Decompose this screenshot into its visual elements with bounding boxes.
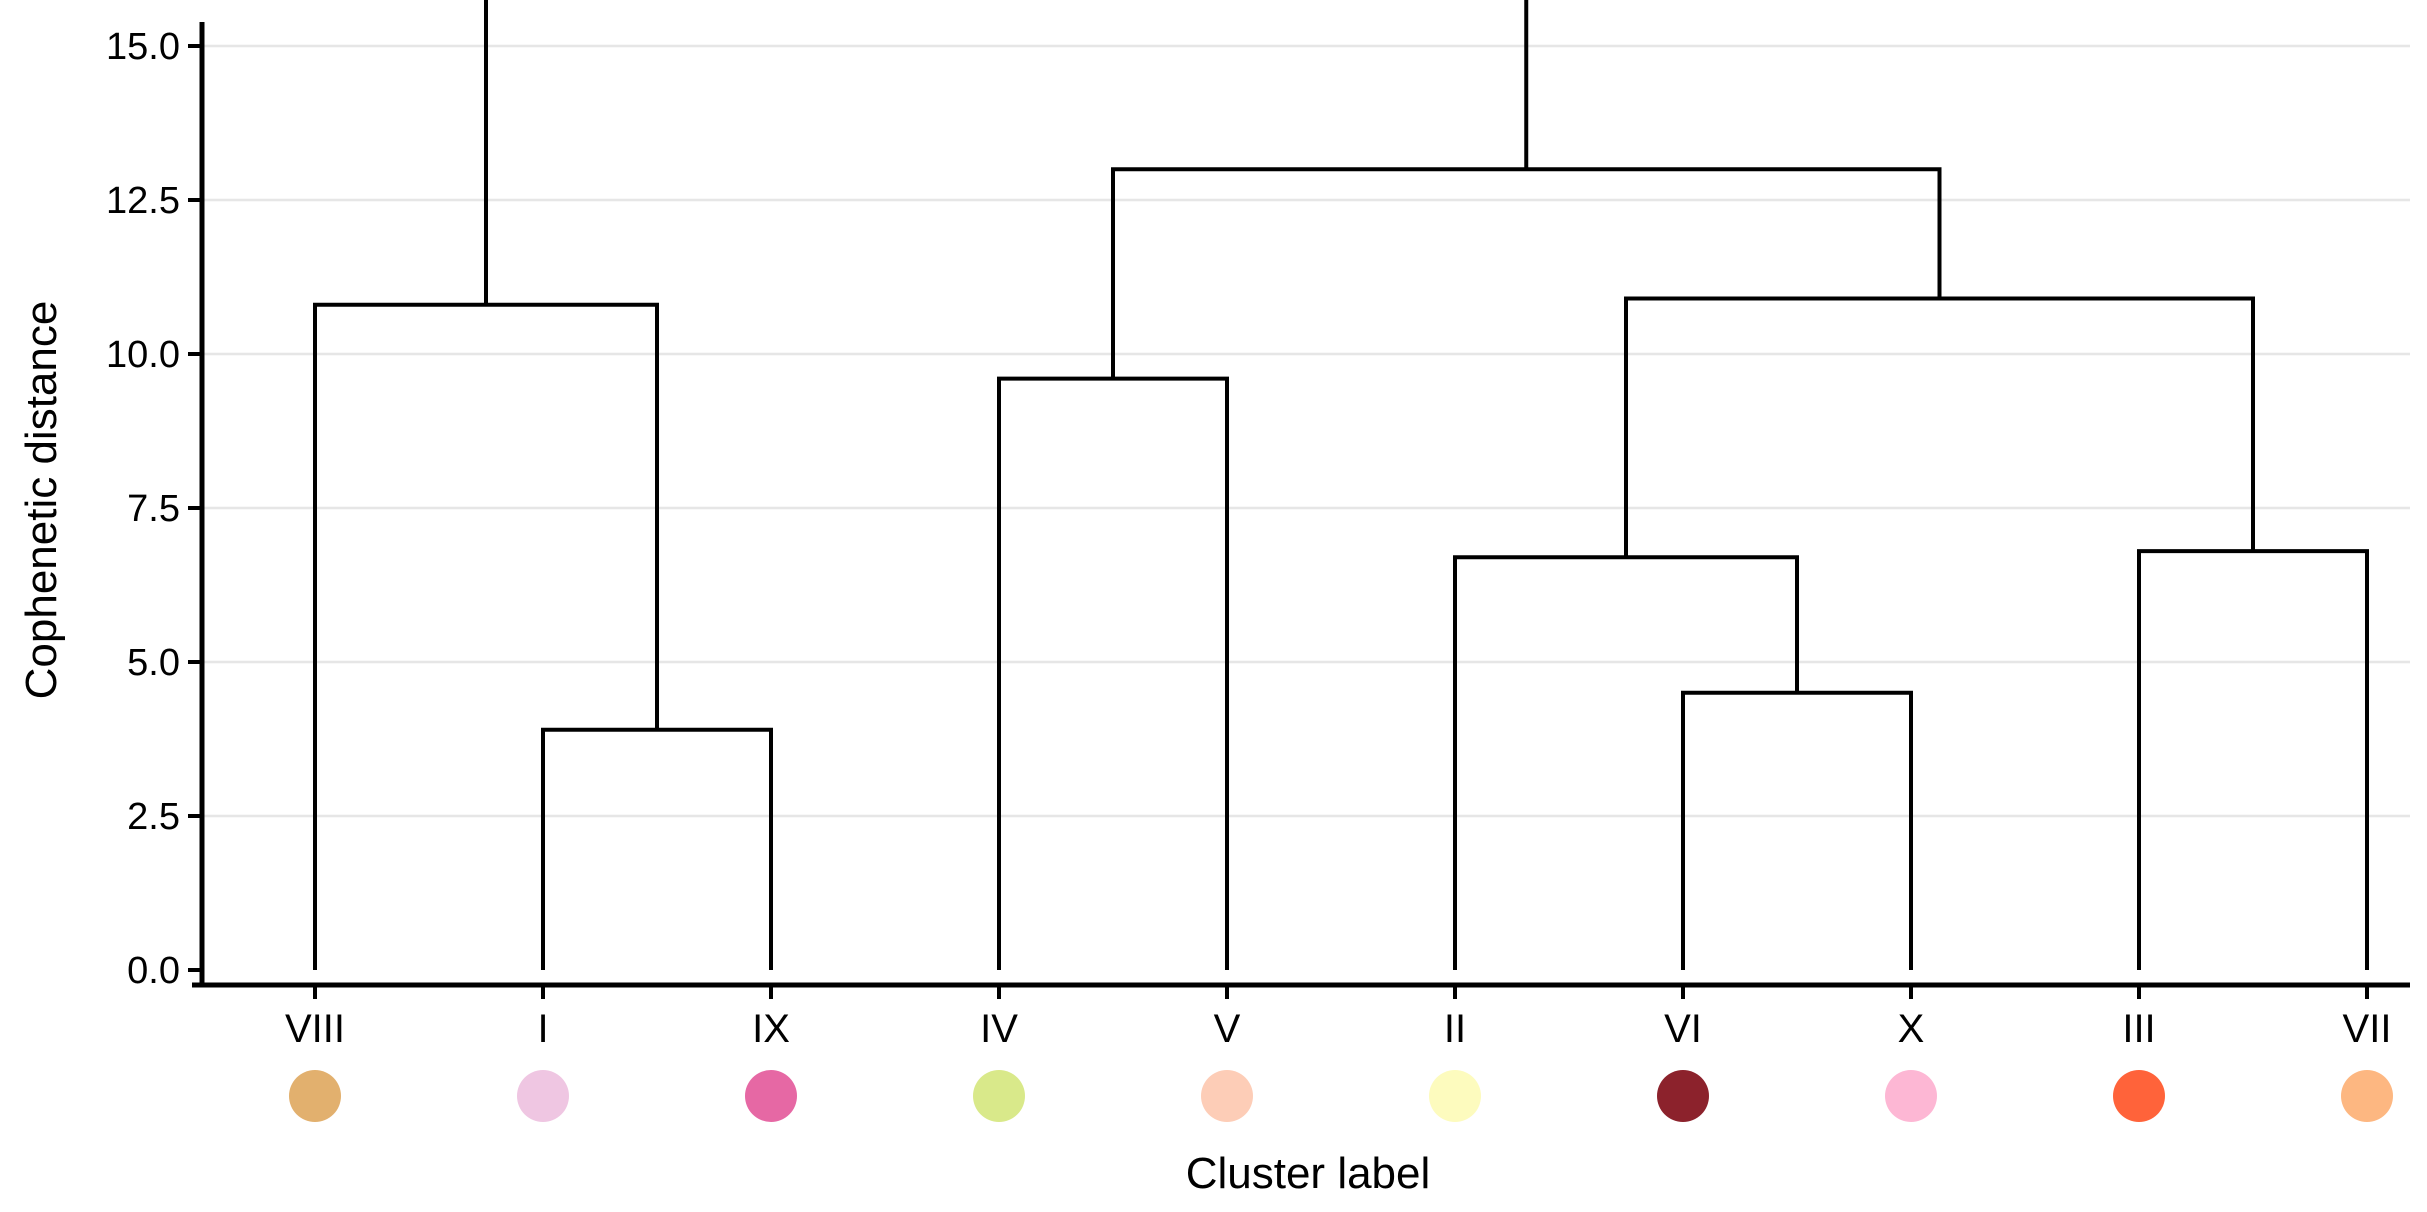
leaf-label: IV — [980, 1007, 1018, 1051]
y-tick-label: 7.5 — [127, 488, 180, 530]
y-tick-label: 2.5 — [127, 796, 180, 838]
leaf-label: IX — [752, 1007, 790, 1051]
leaf-color-dot — [1429, 1070, 1481, 1122]
leaf-color-dot — [517, 1070, 569, 1122]
dendrogram-link — [1453, 555, 1799, 970]
dendrogram-link — [1681, 690, 1913, 970]
leaf-color-dot — [2113, 1070, 2165, 1122]
y-tick-label: 5.0 — [127, 642, 180, 684]
leaf-color-dot — [1657, 1070, 1709, 1122]
leaf-color-markers — [289, 1070, 2393, 1122]
dendrogram-link — [313, 302, 659, 970]
axes — [192, 22, 2410, 999]
leaf-label: VI — [1664, 1007, 1702, 1051]
y-tick-label: 10.0 — [106, 334, 180, 376]
leaf-label: I — [537, 1007, 548, 1051]
leaf-color-dot — [973, 1070, 1025, 1122]
leaf-labels: VIII I IX IV V II VI X III VII — [285, 1007, 2391, 1051]
dendrogram-link — [1624, 296, 2255, 558]
dendrogram-links — [313, 0, 2369, 970]
x-axis-title: Cluster label — [1186, 1149, 1431, 1198]
y-tick-label: 15.0 — [106, 26, 180, 68]
leaf-label: VII — [2343, 1007, 2392, 1051]
dendrogram-link — [484, 0, 1529, 305]
leaf-label: II — [1444, 1007, 1466, 1051]
leaf-color-dot — [289, 1070, 341, 1122]
grid-lines — [202, 44, 2410, 818]
dendrogram-link — [2137, 549, 2369, 970]
y-tick-label: 12.5 — [106, 180, 180, 222]
leaf-label: III — [2122, 1007, 2155, 1051]
leaf-color-dot — [2341, 1070, 2393, 1122]
leaf-label: VIII — [285, 1007, 345, 1051]
dendrogram-link — [541, 727, 773, 970]
y-ticks: 0.02.55.07.510.012.515.017.5 — [106, 26, 202, 992]
y-tick-label: 0.0 — [127, 950, 180, 992]
dendrogram-link — [997, 376, 1229, 970]
leaf-color-dot — [1201, 1070, 1253, 1122]
leaf-color-dot — [1885, 1070, 1937, 1122]
leaf-color-dot — [745, 1070, 797, 1122]
y-axis-title: Cophenetic distance — [17, 301, 66, 700]
leaf-label: V — [1214, 1007, 1241, 1051]
leaf-label: X — [1898, 1007, 1925, 1051]
